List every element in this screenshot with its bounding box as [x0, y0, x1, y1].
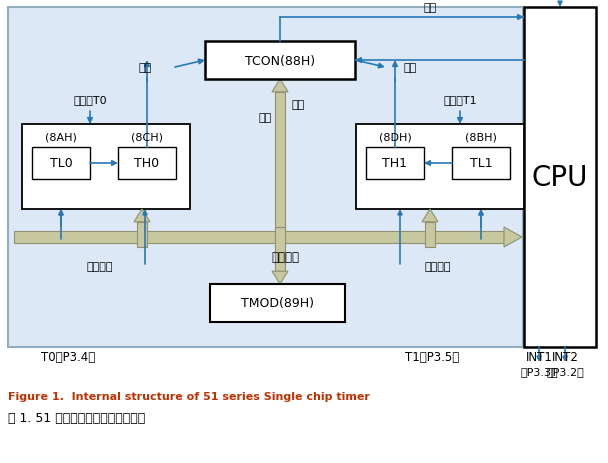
- Polygon shape: [422, 210, 438, 222]
- Bar: [137, 222, 147, 247]
- Text: 定时器T0: 定时器T0: [73, 95, 107, 105]
- Bar: [118, 148, 176, 180]
- Text: TCON(88H): TCON(88H): [245, 54, 315, 67]
- Text: （P3.3）: （P3.3）: [520, 366, 558, 376]
- Text: 中断: 中断: [423, 3, 437, 13]
- Bar: [14, 232, 504, 244]
- Bar: [210, 284, 345, 322]
- Text: 图 1. 51 系列单片机定时器内部框图: 图 1. 51 系列单片机定时器内部框图: [8, 411, 145, 424]
- Text: 溢出: 溢出: [259, 113, 272, 123]
- Polygon shape: [134, 210, 150, 222]
- Text: INT1: INT1: [525, 351, 553, 364]
- Bar: [22, 125, 190, 210]
- Bar: [275, 93, 285, 247]
- Text: 启动: 启动: [403, 63, 416, 73]
- Text: TH1: TH1: [382, 157, 407, 170]
- Text: (8DH): (8DH): [379, 133, 412, 143]
- Text: 定时器T1: 定时器T1: [443, 95, 477, 105]
- Text: TMOD(89H): TMOD(89H): [241, 297, 314, 310]
- Text: (8CH): (8CH): [131, 133, 163, 143]
- Text: TL0: TL0: [50, 157, 72, 170]
- Text: 工作方式: 工作方式: [425, 262, 451, 271]
- Bar: [356, 125, 524, 210]
- Text: 溢出: 溢出: [292, 100, 305, 110]
- Text: 工作方式: 工作方式: [87, 262, 113, 271]
- Polygon shape: [272, 80, 288, 93]
- Bar: [205, 42, 355, 80]
- Text: (8AH): (8AH): [45, 133, 77, 143]
- Text: (8BH): (8BH): [465, 133, 497, 143]
- Bar: [452, 148, 510, 180]
- Text: CPU: CPU: [532, 163, 588, 192]
- Bar: [275, 227, 285, 272]
- Text: 启动: 启动: [139, 63, 151, 73]
- Bar: [32, 148, 90, 180]
- Bar: [524, 8, 596, 347]
- Bar: [8, 8, 523, 347]
- Text: Figure 1.  Internal structure of 51 series Single chip timer: Figure 1. Internal structure of 51 serie…: [8, 391, 370, 401]
- Polygon shape: [272, 272, 288, 284]
- Text: TH0: TH0: [134, 157, 159, 170]
- Polygon shape: [504, 227, 522, 247]
- Text: TL1: TL1: [470, 157, 492, 170]
- Bar: [366, 148, 424, 180]
- Text: INT2: INT2: [551, 351, 578, 364]
- Text: 内部总线: 内部总线: [271, 251, 299, 264]
- Text: T0（P3.4）: T0（P3.4）: [41, 351, 95, 364]
- Text: T1（P3.5）: T1（P3.5）: [405, 351, 459, 364]
- Text: （P3.2）: （P3.2）: [546, 366, 584, 376]
- Bar: [425, 222, 435, 247]
